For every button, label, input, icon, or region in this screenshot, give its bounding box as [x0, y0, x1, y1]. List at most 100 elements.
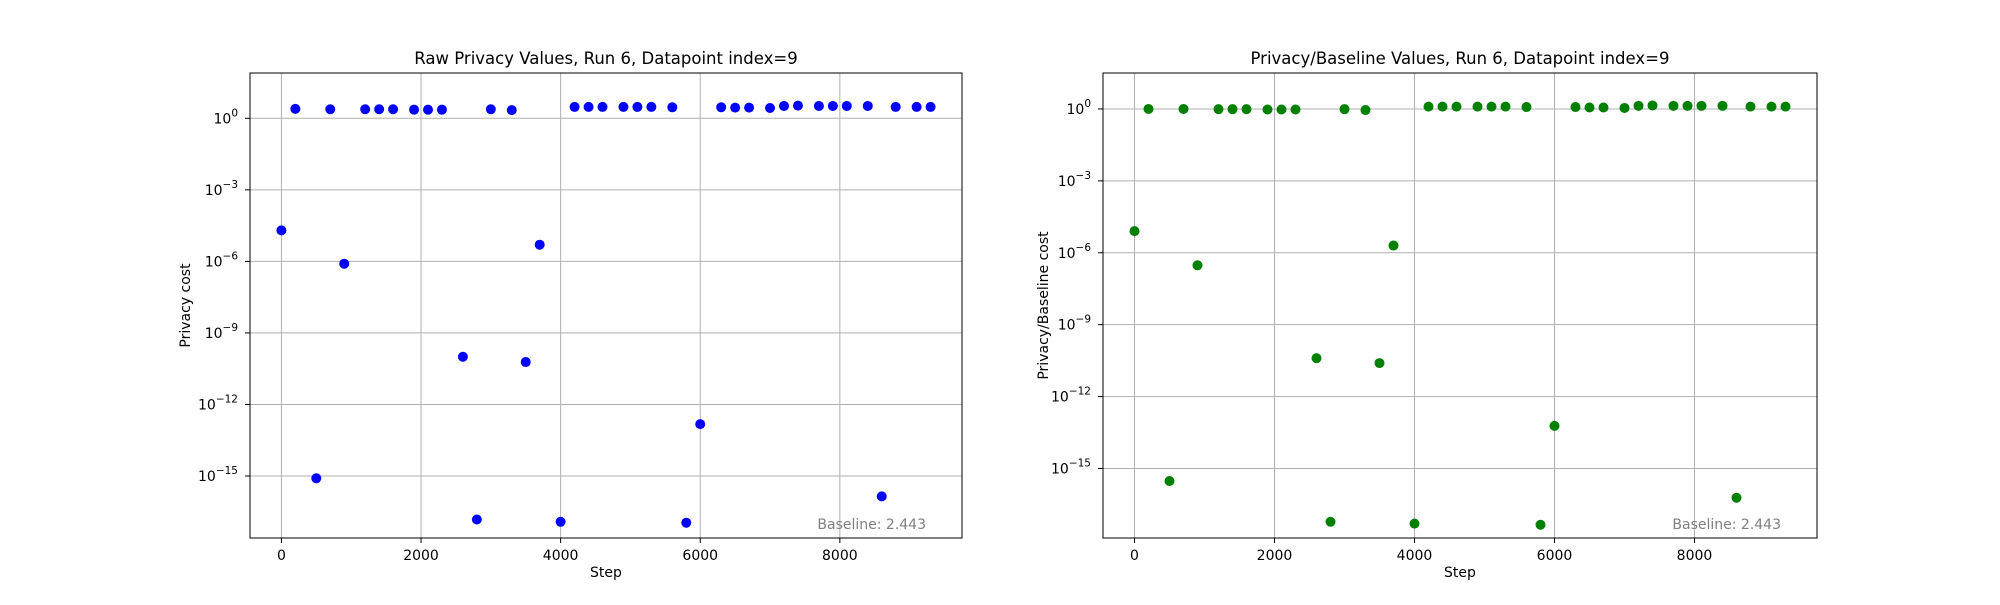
left-data-point	[388, 104, 399, 115]
left-data-point	[792, 100, 803, 111]
left-x-tick-label: 4000	[543, 548, 579, 564]
left-data-point	[890, 101, 901, 112]
left-data-point	[730, 102, 741, 113]
right-data-point	[1360, 105, 1371, 116]
right-data-point	[1535, 519, 1546, 530]
left-x-tick-label: 8000	[822, 548, 858, 564]
right-data-point	[1696, 100, 1707, 111]
right-data-point	[1584, 102, 1595, 113]
left-y-tick-label: 10−15	[198, 465, 238, 485]
right-baseline-annotation: Baseline: 2.443	[1672, 517, 1781, 533]
left-data-point	[597, 101, 608, 112]
left-data-point	[325, 104, 336, 115]
right-x-tick-label: 8000	[1677, 548, 1713, 564]
right-x-tick-label: 0	[1130, 548, 1139, 564]
left-data-point	[276, 225, 287, 236]
right-data-point	[1598, 102, 1609, 113]
left-chart-title: Raw Privacy Values, Run 6, Datapoint ind…	[414, 49, 797, 68]
right-data-point	[1472, 101, 1483, 112]
left-baseline-annotation: Baseline: 2.443	[817, 517, 926, 533]
right-data-point	[1262, 104, 1273, 115]
left-x-tick-label: 6000	[682, 548, 718, 564]
right-data-point	[1325, 516, 1336, 527]
left-data-point	[716, 102, 727, 113]
right-data-point	[1780, 101, 1791, 112]
right-data-point	[1668, 100, 1679, 111]
right-x-axis-label: Step	[1444, 565, 1476, 581]
right-data-point	[1633, 100, 1644, 111]
left-y-tick-label: 10−12	[198, 393, 238, 413]
right-data-point	[1521, 102, 1532, 113]
right-data-point	[1164, 476, 1175, 487]
left-chart-panel: 0 2000 4000 6000 8000 100 10−3 10−6 10−9 10−12 10−…	[178, 49, 963, 581]
right-data-point	[1409, 518, 1420, 529]
right-data-point	[1766, 101, 1777, 112]
right-x-tick-label: 6000	[1537, 548, 1573, 564]
left-data-point	[646, 101, 657, 112]
right-data-point	[1339, 104, 1350, 115]
right-data-point	[1192, 260, 1203, 271]
left-data-point	[667, 102, 678, 113]
right-data-point	[1731, 492, 1742, 503]
left-data-point	[555, 516, 566, 527]
right-x-tick-label: 4000	[1397, 548, 1433, 564]
right-y-tick-label: 10−15	[1051, 457, 1091, 477]
left-data-point	[827, 100, 838, 111]
left-x-tick-label: 0	[277, 548, 286, 564]
left-data-point	[436, 104, 447, 115]
right-data-point	[1423, 101, 1434, 112]
left-data-point	[534, 239, 545, 250]
right-chart-panel: 0 2000 4000 6000 8000 100 10−3 10−6 10−9 10−12 10−…	[1036, 49, 1818, 581]
right-data-point	[1276, 104, 1287, 115]
left-data-point	[765, 103, 776, 114]
left-data-point	[457, 351, 468, 362]
right-data-point	[1647, 100, 1658, 111]
right-y-tick-label: 10−6	[1058, 242, 1092, 262]
left-data-point	[911, 101, 922, 112]
right-y-tick-label: 10−9	[1058, 314, 1091, 334]
left-data-point	[360, 104, 371, 115]
right-data-point	[1717, 100, 1728, 111]
left-y-axis-label: Privacy cost	[178, 263, 194, 348]
right-y-axis-label: Privacy/Baseline cost	[1036, 231, 1052, 380]
left-data-point	[485, 104, 496, 115]
left-data-point	[681, 517, 692, 528]
right-data-point	[1129, 226, 1140, 237]
right-y-tick-label: 10−12	[1051, 386, 1091, 406]
left-data-point	[925, 101, 936, 112]
left-data-point	[841, 100, 852, 111]
left-y-tick-label: 10−3	[205, 179, 238, 199]
right-data-point	[1619, 102, 1630, 113]
right-data-point	[1500, 101, 1511, 112]
right-y-tick-label: 10−3	[1058, 170, 1091, 190]
right-data-point	[1290, 104, 1301, 115]
right-y-tick-label: 100	[1066, 98, 1091, 118]
left-data-point	[506, 105, 517, 116]
left-data-point	[423, 104, 433, 115]
left-y-tick-label: 100	[213, 107, 238, 127]
right-data-point	[1682, 100, 1693, 111]
left-data-point	[632, 101, 643, 112]
left-data-point	[862, 100, 873, 111]
left-data-point	[618, 101, 629, 112]
left-data-point	[311, 473, 322, 484]
right-chart-title: Privacy/Baseline Values, Run 6, Datapoin…	[1251, 49, 1670, 68]
right-data-point	[1374, 358, 1385, 369]
left-plot-frame	[249, 72, 963, 539]
left-data-point	[876, 491, 887, 502]
right-data-point	[1437, 101, 1448, 112]
right-data-point	[1549, 420, 1560, 431]
right-data-point	[1227, 104, 1238, 115]
left-data-point	[569, 101, 580, 112]
left-y-tick-label: 10−9	[205, 322, 238, 342]
right-data-point	[1745, 101, 1756, 112]
left-data-point	[779, 100, 789, 111]
left-data-point	[813, 100, 824, 111]
left-data-point	[409, 104, 420, 115]
right-data-point	[1143, 103, 1154, 114]
right-x-tick-label: 2000	[1257, 548, 1293, 564]
right-data-point	[1388, 240, 1399, 251]
left-data-point	[744, 102, 755, 113]
